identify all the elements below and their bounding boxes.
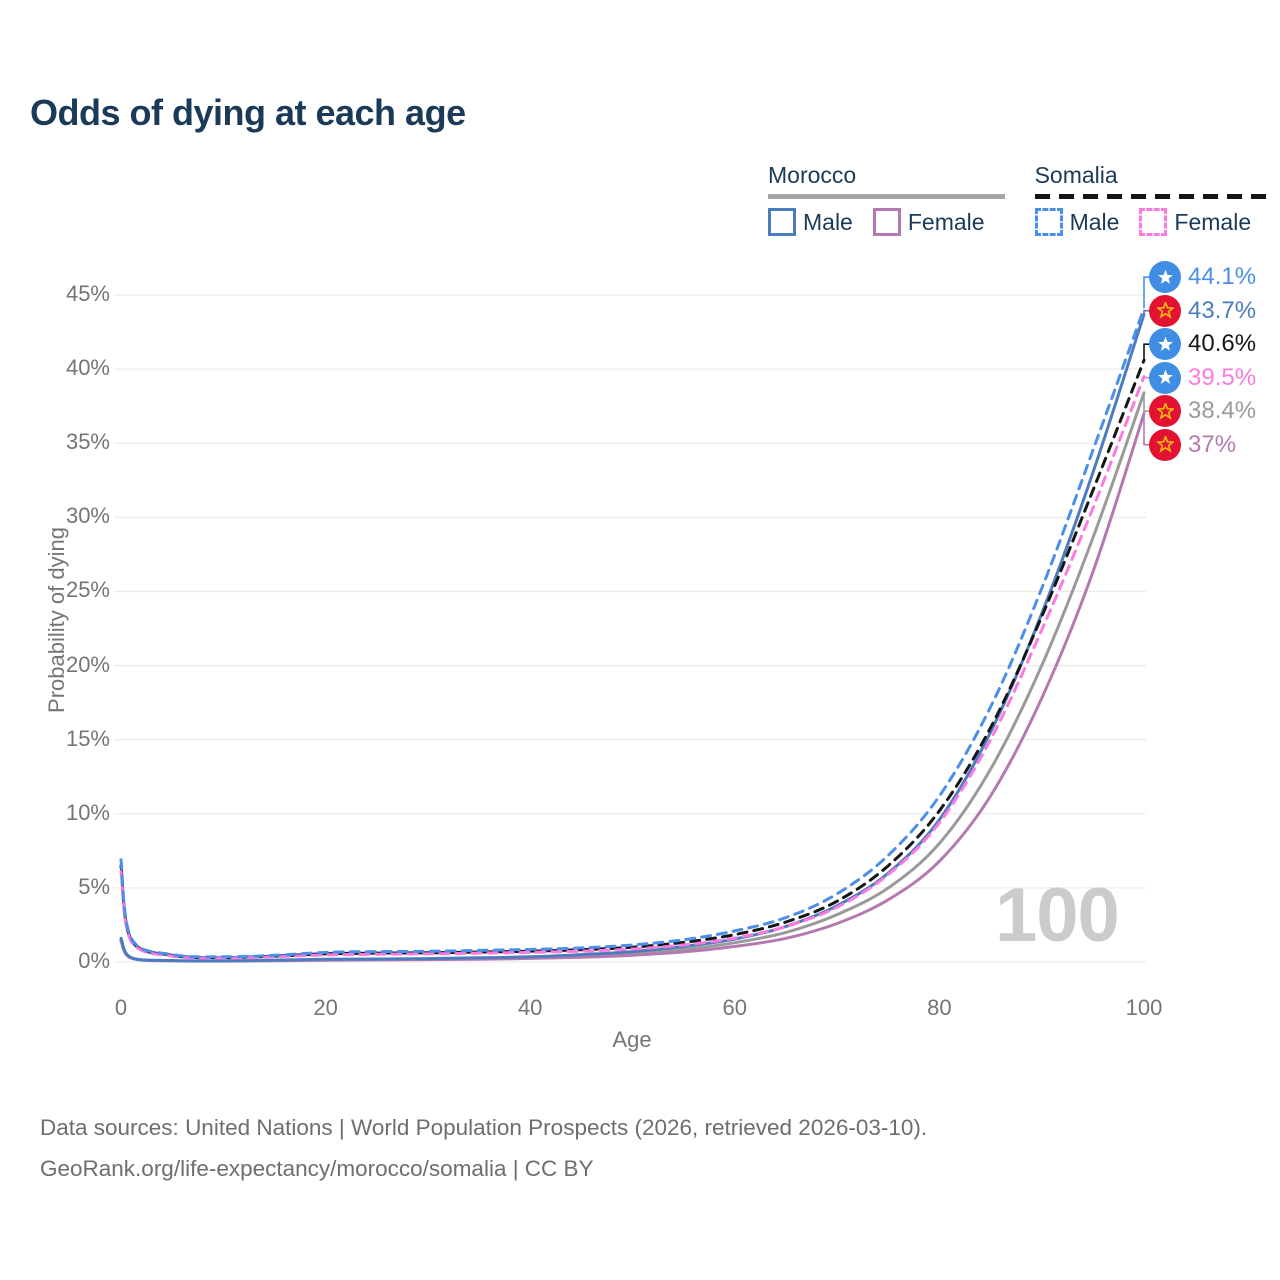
legend-item-label: Male	[803, 208, 853, 235]
end-label-somalia-male: 44.1%	[1149, 260, 1256, 294]
x-axis-tick-label: 40	[517, 995, 543, 1020]
legend-item-somalia-male[interactable]: Male	[1034, 208, 1120, 236]
somalia-female-swatch-icon	[1139, 208, 1168, 236]
end-label-somalia-both: 40.6%	[1149, 327, 1256, 361]
legend-item-morocco-male[interactable]: Male	[768, 208, 853, 236]
legend-group-morocco: Morocco Male Female	[768, 162, 1005, 236]
end-label-morocco-female: 37%	[1149, 428, 1236, 462]
hover-age-indicator: 100	[995, 873, 1120, 958]
legend-item-label: Female	[1174, 208, 1252, 235]
end-label-somalia-female: 39.5%	[1149, 361, 1256, 395]
y-axis-title: Probability of dying	[44, 527, 69, 713]
y-axis-tick-label: 45%	[65, 281, 110, 306]
legend-country-somalia: Somalia	[1034, 162, 1118, 188]
y-axis-tick-label: 35%	[65, 429, 110, 455]
morocco-female-swatch-icon	[872, 208, 901, 236]
star-icon	[1156, 302, 1174, 320]
x-axis-tick-label: 100	[1125, 995, 1163, 1020]
star-icon	[1157, 369, 1173, 385]
series-line-somalia-both-sexes	[119, 358, 1146, 960]
legend-item-label: Male	[1069, 208, 1120, 235]
y-axis-tick-label: 30%	[65, 503, 110, 529]
x-axis-tick-label: 20	[313, 995, 338, 1020]
y-axis-tick-label: 40%	[65, 355, 110, 381]
footer: Data sources: United Nations | World Pop…	[40, 1107, 927, 1189]
y-axis-tick-label: 5%	[78, 873, 110, 899]
series-line-morocco-male	[119, 312, 1146, 963]
morocco-flag-icon	[1149, 294, 1181, 327]
y-axis-tick-label: 20%	[65, 651, 110, 677]
end-label-morocco-both: 38.4%	[1149, 394, 1256, 428]
page-title: Odds of dying at each age	[30, 92, 466, 133]
y-axis-tick-label: 0%	[78, 948, 110, 973]
attribution-line: GeoRank.org/life-expectancy/morocco/soma…	[40, 1156, 594, 1181]
legend-group-somalia: Somalia Male Female	[1034, 162, 1272, 236]
y-axis-tick-label: 15%	[65, 725, 110, 751]
legend-item-label: Female	[907, 208, 985, 235]
somalia-flag-icon	[1149, 261, 1181, 294]
morocco-flag-icon	[1149, 428, 1181, 461]
legend-item-somalia-female[interactable]: Female	[1139, 208, 1251, 236]
somalia-flag-icon	[1149, 361, 1181, 394]
legend: Morocco Male Female Somalia Male	[768, 162, 1280, 236]
y-axis-tick-label: 10%	[65, 799, 110, 825]
morocco-male-swatch-icon	[768, 208, 796, 236]
legend-country-morocco: Morocco	[768, 162, 857, 188]
somalia-line-style-sample	[1034, 194, 1272, 199]
star-icon	[1157, 336, 1173, 351]
series-line-somalia-male	[119, 306, 1146, 959]
star-icon	[1157, 269, 1173, 284]
star-icon	[1156, 402, 1174, 420]
star-icon	[1156, 436, 1174, 454]
legend-item-morocco-female[interactable]: Female	[872, 208, 985, 236]
y-axis-tick-label: 25%	[65, 577, 110, 603]
morocco-line-style-sample	[768, 194, 1005, 199]
series-line-morocco-female	[119, 412, 1146, 963]
series-line-morocco-both-sexes	[119, 391, 1146, 963]
x-axis-tick-label: 80	[927, 995, 952, 1020]
x-axis-tick-label: 60	[722, 995, 748, 1020]
data-sources-line: Data sources: United Nations | World Pop…	[40, 1115, 928, 1140]
somalia-male-swatch-icon	[1034, 208, 1063, 236]
x-axis-tick-label: 0	[114, 995, 128, 1020]
end-label-morocco-male: 43.7%	[1149, 294, 1256, 328]
x-axis-title: Age	[612, 1027, 652, 1052]
somalia-flag-icon	[1149, 328, 1181, 361]
series-line-somalia-female	[119, 375, 1146, 960]
morocco-flag-icon	[1149, 395, 1181, 428]
